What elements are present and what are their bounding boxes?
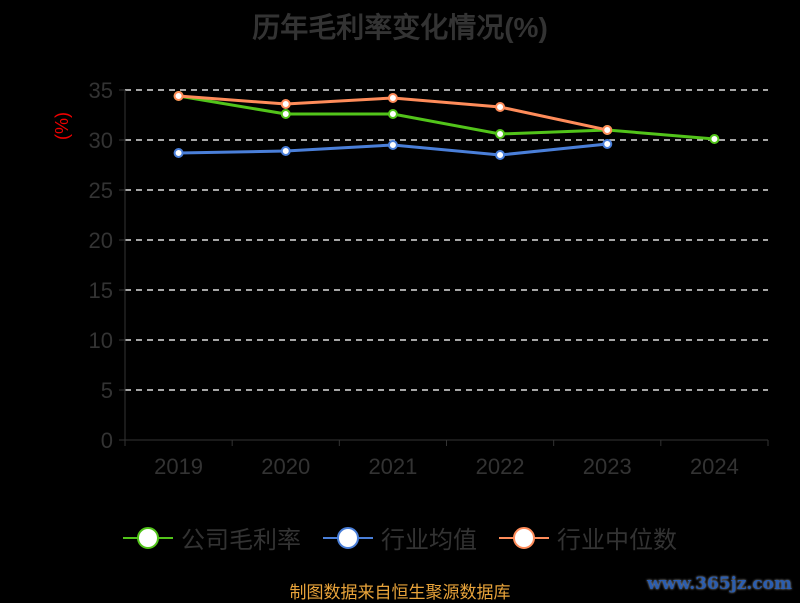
- legend-item[interactable]: 公司毛利率: [123, 520, 301, 555]
- data-point: [495, 129, 506, 139]
- legend-label: 公司毛利率: [181, 527, 301, 554]
- x-tick-label: 2020: [261, 454, 310, 479]
- legend-item[interactable]: 行业中位数: [499, 520, 677, 555]
- data-point: [280, 109, 291, 119]
- legend-marker-icon: [123, 526, 173, 549]
- legend-label: 行业均值: [381, 527, 477, 554]
- y-tick-label: 20: [89, 228, 113, 253]
- legend-marker-icon: [323, 526, 373, 549]
- y-axis-label: (%): [52, 112, 72, 140]
- legend: 公司毛利率 行业均值 行业中位数: [0, 520, 800, 555]
- watermark: www.365jz.com: [647, 574, 792, 594]
- x-tick-label: 2022: [476, 454, 525, 479]
- y-tick-label: 0: [101, 428, 113, 453]
- series-line-0: [178, 94, 715, 141]
- data-point: [387, 93, 398, 103]
- x-tick-label: 2023: [583, 454, 632, 479]
- data-point: [602, 125, 613, 135]
- data-source: 制图数据来自恒生聚源数据库: [289, 583, 511, 602]
- legend-marker-icon: [499, 526, 549, 549]
- data-point: [387, 109, 398, 119]
- y-tick-label: 15: [89, 278, 113, 303]
- y-tick-label: 10: [89, 328, 113, 353]
- data-point: [280, 146, 291, 156]
- y-tick-label: 30: [89, 128, 113, 153]
- legend-label: 行业中位数: [557, 527, 677, 554]
- data-point: [173, 148, 184, 158]
- data-point: [709, 134, 720, 144]
- x-tick-label: 2021: [368, 454, 417, 479]
- data-point: [173, 91, 184, 101]
- legend-item[interactable]: 行业均值: [323, 520, 477, 555]
- x-tick-label: 2019: [154, 454, 203, 479]
- y-tick-label: 5: [101, 378, 113, 403]
- x-tick-label: 2024: [690, 454, 739, 479]
- data-point: [495, 102, 506, 112]
- y-tick-label: 35: [89, 78, 113, 103]
- data-point: [495, 150, 506, 160]
- y-tick-label: 25: [89, 178, 113, 203]
- data-point: [602, 139, 613, 149]
- chart-title: 历年毛利率变化情况(%): [252, 12, 548, 43]
- data-point: [280, 99, 291, 109]
- data-point: [387, 140, 398, 150]
